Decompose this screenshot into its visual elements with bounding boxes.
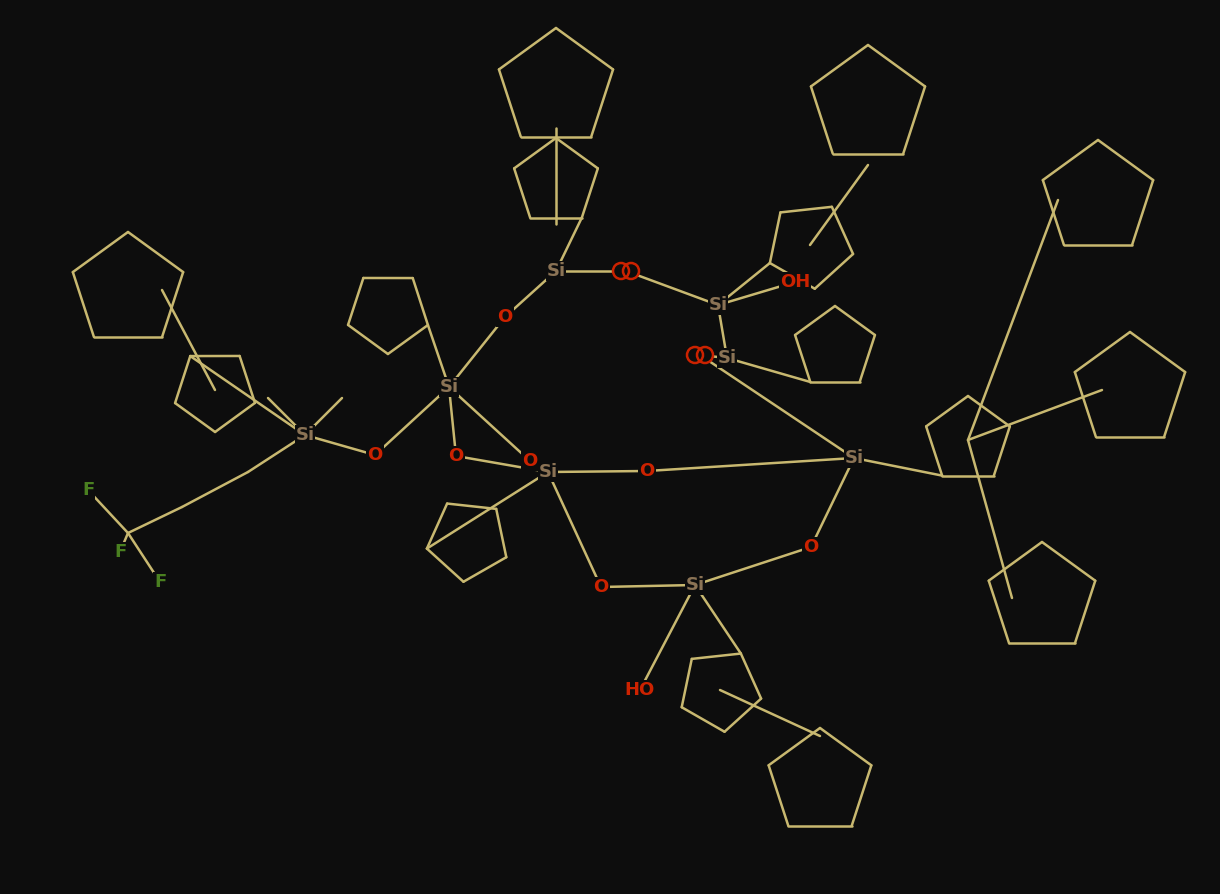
Text: O: O <box>367 446 383 464</box>
Text: Si: Si <box>295 426 315 444</box>
Text: Si: Si <box>844 449 864 467</box>
Text: O: O <box>639 462 655 480</box>
Text: HO: HO <box>625 681 655 699</box>
Text: O: O <box>593 578 609 596</box>
Text: O: O <box>498 308 512 326</box>
Text: O: O <box>522 452 538 470</box>
Text: Si: Si <box>439 378 459 396</box>
Text: Si: Si <box>547 262 566 280</box>
Text: F: F <box>82 481 94 499</box>
Text: Si: Si <box>717 349 737 367</box>
Circle shape <box>612 263 630 279</box>
Text: O: O <box>449 447 464 465</box>
Text: Si: Si <box>538 463 558 481</box>
Text: OH: OH <box>780 273 810 291</box>
Text: O: O <box>804 538 819 556</box>
Text: Si: Si <box>709 296 727 314</box>
Circle shape <box>697 347 712 363</box>
Text: F: F <box>154 573 166 591</box>
Text: F: F <box>113 543 126 561</box>
Circle shape <box>623 263 639 279</box>
Circle shape <box>687 347 703 363</box>
Text: Si: Si <box>686 576 705 594</box>
